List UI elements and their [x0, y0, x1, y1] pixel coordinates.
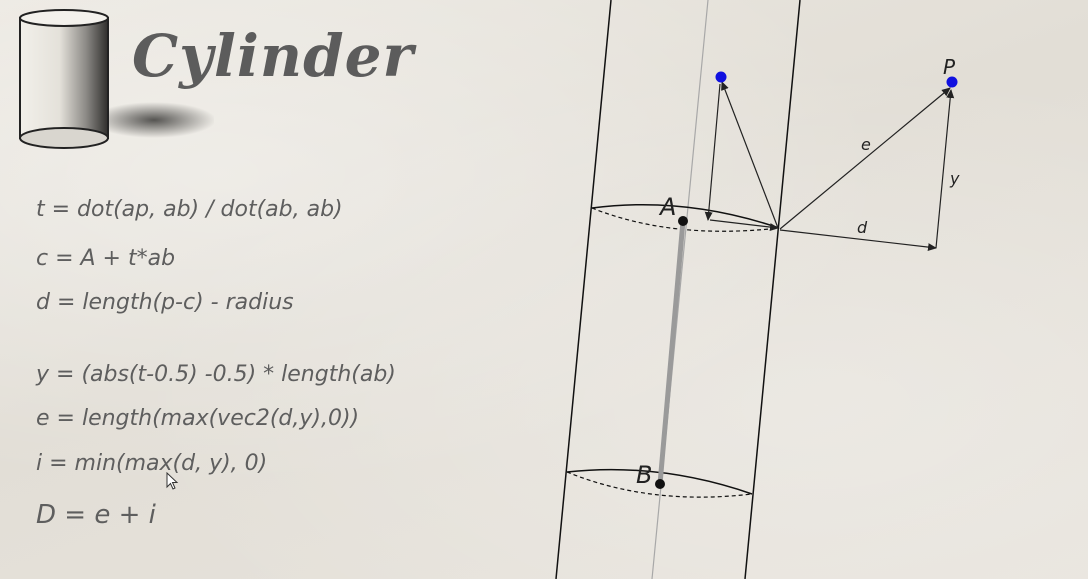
- label-e: e: [861, 135, 871, 154]
- label-d: d: [857, 218, 868, 237]
- point-b-dot: [655, 479, 665, 489]
- formula-d: d = length(p-c) - radius: [36, 290, 294, 315]
- mouse-pointer-icon: [166, 472, 179, 490]
- cylinder-right-wall: [744, 0, 801, 579]
- formula-y: y = (abs(t-0.5) -0.5) * length(ab): [36, 362, 396, 387]
- formula-big-d: D = e + i: [36, 500, 156, 530]
- label-y: y: [949, 169, 960, 188]
- cylinder-icon: [19, 9, 214, 149]
- formula-t: t = dot(ap, ab) / dot(ab, ab): [36, 197, 343, 222]
- arrow-e: [779, 87, 951, 230]
- arrow-d: [779, 229, 937, 252]
- label-p: P: [943, 55, 956, 79]
- sample-point-left: [715, 71, 727, 83]
- cylinder-left-wall: [555, 0, 612, 579]
- segment-ab: [657, 220, 686, 485]
- formula-e: e = length(max(vec2(d,y),0)): [36, 406, 360, 431]
- top-cap-front: [591, 203, 780, 229]
- axis-line: [651, 0, 709, 579]
- formula-i: i = min(max(d, y), 0): [36, 451, 268, 476]
- sample-point-p: [946, 76, 958, 88]
- formula-c: c = A + t*ab: [36, 246, 176, 271]
- label-b: B: [636, 461, 652, 489]
- point-a-dot: [678, 216, 688, 226]
- arrow-left-right: [709, 219, 779, 232]
- arrow-left-diag: [721, 81, 779, 229]
- label-a: A: [658, 193, 676, 221]
- top-cap-back: [591, 207, 780, 232]
- arrow-left-down: [704, 83, 721, 221]
- bottom-cap-back: [566, 471, 753, 498]
- page-title: Cylinder: [132, 22, 415, 90]
- arrow-y: [935, 89, 955, 249]
